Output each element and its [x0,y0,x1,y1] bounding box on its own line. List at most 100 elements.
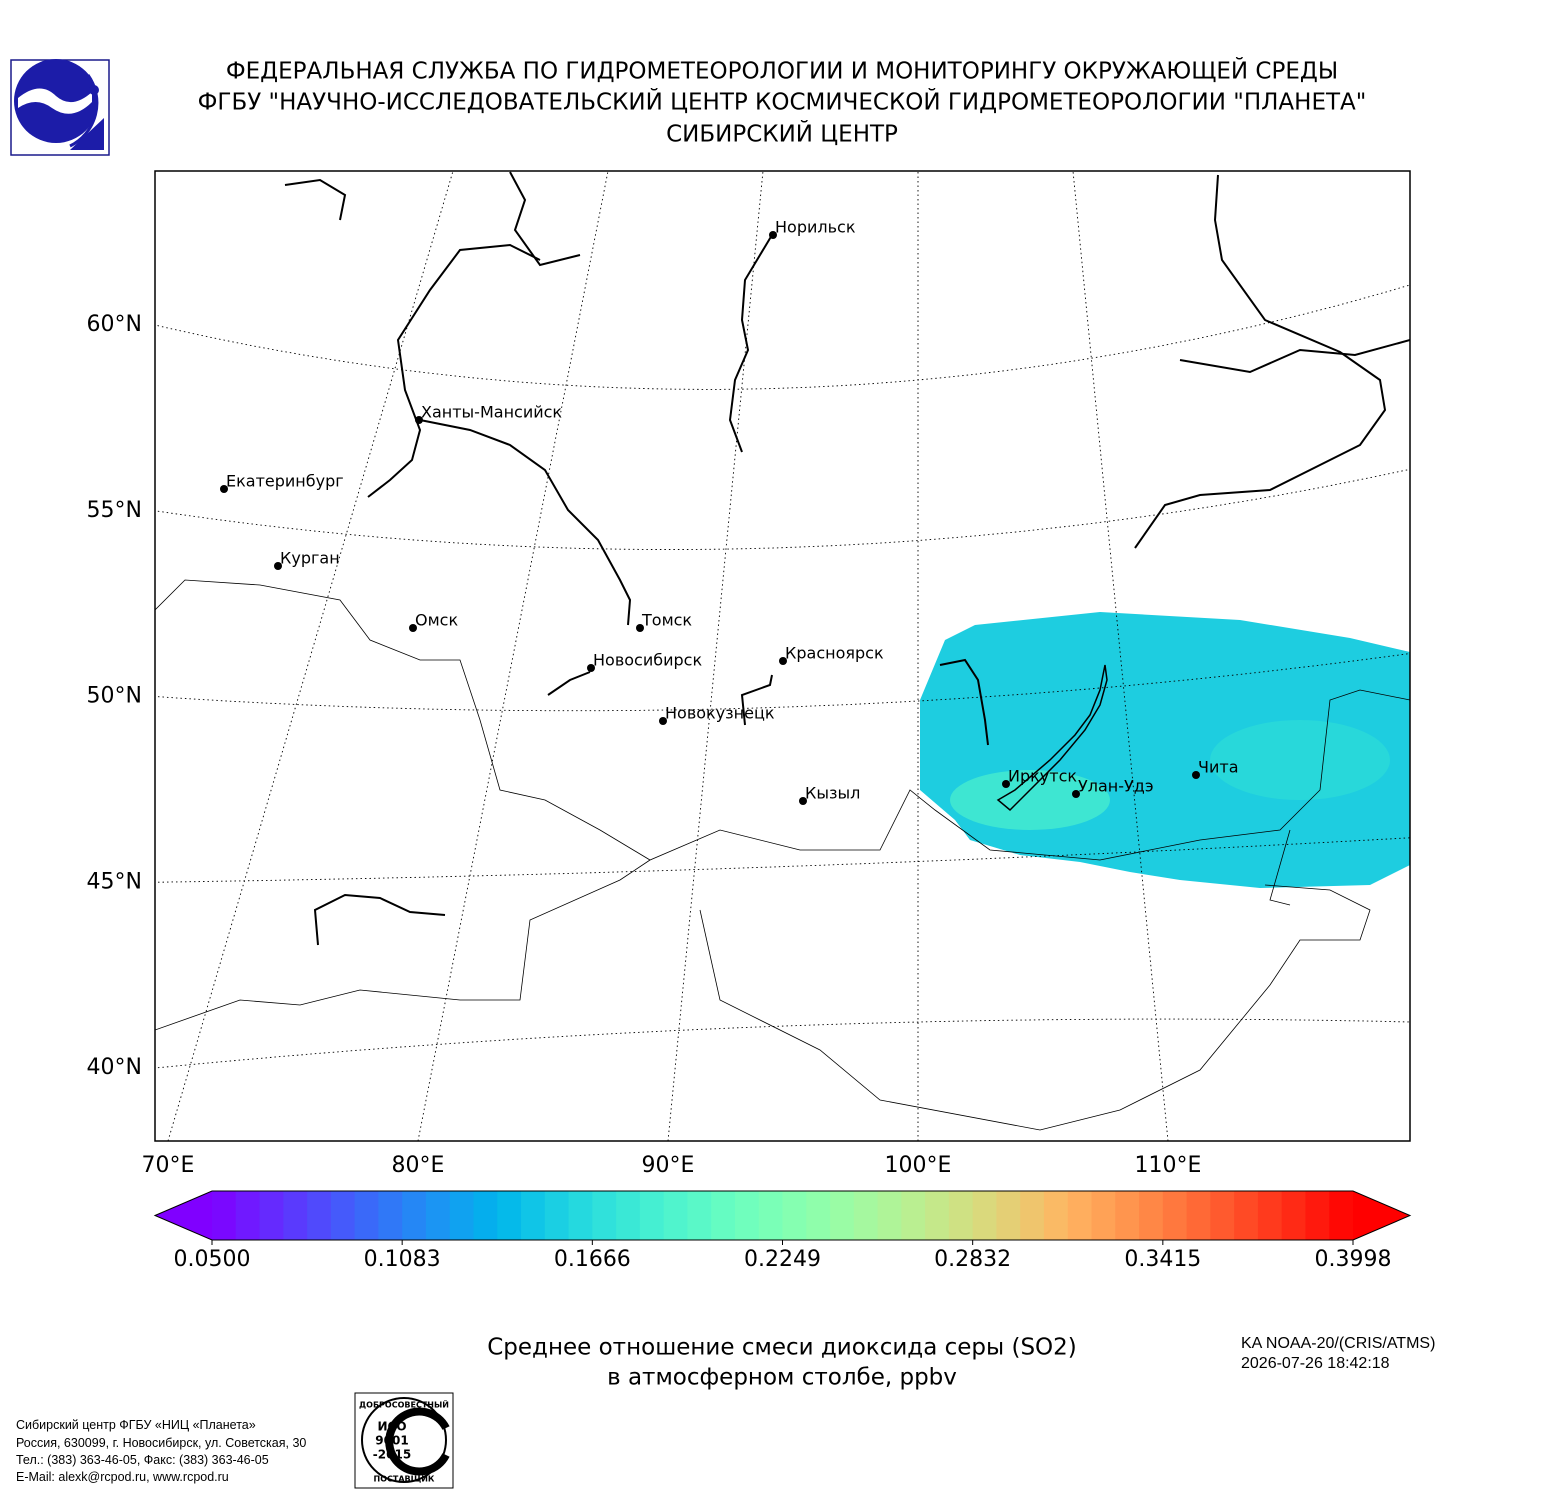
city-marker [1192,771,1200,779]
colorbar-segment [283,1191,308,1240]
lat-tick-label: 45°N [87,869,142,894]
river [509,171,581,267]
colorbar-segment [711,1191,736,1240]
footer-line: Тел.: (383) 363-46-05, Факс: (383) 363-4… [16,1453,269,1467]
colorbar-segment [1067,1191,1093,1240]
city-marker [409,624,417,632]
so2-elevated [1210,720,1390,800]
lon-tick-label: 70°E [142,1153,195,1178]
lake-baikal [996,664,1108,812]
map-frame [154,170,1411,1142]
colorbar-segment [948,1191,974,1240]
colorbar-tick-label: 0.1083 [364,1247,441,1272]
caption-line: Среднее отношение смеси диоксида серы (S… [487,1335,1077,1361]
city-marker [779,657,787,665]
grid-line [417,171,609,1141]
colorbar-tick-label: 0.2832 [934,1247,1011,1272]
colorbar-segment [1257,1191,1283,1240]
caption-line: в атмосферном столбе, ppbv [607,1365,957,1391]
iso-logo: ДОБРОСОВЕСТНЫЙ ИСО 9001 -2015 ПОСТАВЩИК [354,1392,454,1489]
colorbar-segment [782,1191,807,1240]
colorbar-segment [687,1191,712,1240]
city-label: Чита [1198,758,1239,777]
border [155,859,651,1031]
colorbar-segment [1043,1191,1069,1240]
city-label: Курган [280,549,340,568]
city-label: Ханты-Мансийск [421,403,562,422]
colorbar-segment [639,1191,665,1240]
iso-line: -2015 [373,1448,411,1462]
border [1269,829,1291,906]
colorbar-segment [853,1191,879,1240]
colorbar-segment [830,1191,855,1240]
colorbar-segment [402,1191,427,1240]
colorbar-segment [972,1191,998,1240]
colorbar-extend-low [155,1191,212,1240]
colorbar-segment [901,1191,926,1240]
colorbar-tick-label: 0.0500 [174,1247,251,1272]
grid-line [167,171,454,1141]
grid-line [667,171,764,1141]
colorbar-segment [1281,1191,1307,1240]
city-label: Екатеринбург [226,472,344,491]
city-marker [587,664,595,672]
grid-line [155,284,1410,390]
lon-tick-label: 90°E [642,1153,695,1178]
colorbar-segment [1234,1191,1259,1240]
colorbar-segment [307,1191,332,1240]
colorbar-segment [1305,1191,1330,1240]
colorbar-segment [521,1191,546,1240]
colorbar-segment [734,1191,760,1240]
so2-maximum [950,770,1110,830]
colorbar-segment [996,1191,1021,1240]
agency-logo [10,59,110,156]
colorbar-segment [425,1191,451,1240]
colorbar-segment [758,1191,784,1240]
lat-tick-label: 40°N [87,1055,142,1080]
colorbar-segment [449,1191,475,1240]
map-area [155,171,1410,1141]
city-marker [636,624,644,632]
colorbar-segment [259,1191,284,1240]
colorbar-tick-label: 0.3415 [1124,1247,1201,1272]
city-label: Томск [641,611,692,630]
colorbar-extend-high [1353,1191,1410,1240]
city-label: Кызыл [805,784,860,803]
river [547,671,591,696]
colorbar-segment [925,1191,950,1240]
grid-line [155,653,1410,712]
colorbar-segment [1115,1191,1140,1240]
colorbar-tick-label: 0.3998 [1315,1247,1392,1272]
city-marker [274,562,282,570]
colorbar-segment [877,1191,902,1240]
city-marker [799,797,807,805]
grid-line [155,1018,1410,1069]
colorbar-segment [330,1191,356,1240]
river [284,178,347,221]
city-marker [769,231,777,239]
city-label: Иркутск [1008,767,1077,786]
lat-tick-label: 60°N [87,312,142,337]
header-line: ФГБУ "НАУЧНО-ИССЛЕДОВАТЕЛЬСКИЙ ЦЕНТР КОС… [198,88,1367,116]
colorbar-segment [1329,1191,1354,1240]
river [939,658,989,746]
header-line: СИБИРСКИЙ ЦЕНТР [666,120,898,148]
colorbar-segment [1139,1191,1164,1240]
colorbar-segment [1210,1191,1235,1240]
city-label: Омск [415,611,458,630]
colorbar-segment [354,1191,379,1240]
colorbar-segment [663,1191,689,1240]
city-marker [415,416,423,424]
border [155,579,1410,861]
lon-tick-label: 80°E [392,1153,445,1178]
satellite-time: 2026-07-26 18:42:18 [1241,1355,1390,1372]
colorbar-segment [1091,1191,1116,1240]
river [740,674,773,726]
border [699,884,1371,1131]
city-label: Норильск [775,218,856,237]
lon-tick-label: 110°E [1135,1153,1202,1178]
colorbar-segment [616,1191,641,1240]
river [313,893,446,946]
river [1179,339,1410,374]
colorbar-segment [378,1191,403,1240]
